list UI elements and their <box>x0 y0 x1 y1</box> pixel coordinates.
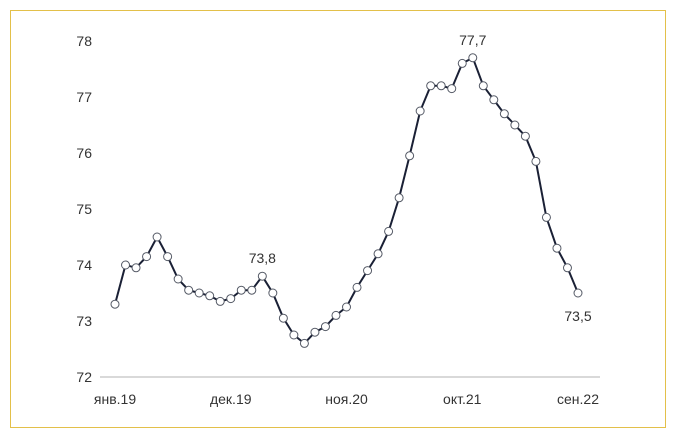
data-point <box>489 95 499 105</box>
data-point <box>331 310 341 320</box>
data-point <box>562 263 572 273</box>
data-point <box>299 338 309 348</box>
data-point <box>405 151 415 161</box>
data-label: 77,7 <box>459 32 486 48</box>
data-point <box>205 291 215 301</box>
data-point <box>342 302 351 312</box>
series-line <box>114 56 579 345</box>
data-point <box>247 285 257 295</box>
x-tick-label: ноя.20 <box>325 391 368 407</box>
data-point <box>531 156 541 166</box>
y-tick-label: 74 <box>76 257 92 273</box>
x-axis-ticks: янв.19 дек.19 ноя.20 окт.21 сен.22 <box>94 391 599 407</box>
x-tick-label: сен.22 <box>557 391 599 407</box>
x-tick-label: дек.19 <box>210 391 252 407</box>
data-point <box>320 322 330 332</box>
data-point <box>173 274 183 284</box>
data-point <box>426 81 436 91</box>
data-point <box>121 260 131 270</box>
chart-frame <box>10 10 666 428</box>
data-point <box>226 294 236 304</box>
data-point <box>499 109 509 119</box>
data-point <box>573 288 583 298</box>
data-labels: 73,8 77,7 73,5 <box>249 32 592 324</box>
data-point <box>152 232 162 242</box>
y-tick-label: 76 <box>76 145 92 161</box>
data-point <box>236 285 246 295</box>
y-tick-label: 75 <box>76 201 92 217</box>
data-point <box>310 327 320 337</box>
data-point <box>215 296 225 306</box>
data-point <box>384 226 394 236</box>
data-point <box>142 252 152 262</box>
y-tick-label: 73 <box>76 313 92 329</box>
data-point <box>415 106 425 116</box>
data-point <box>436 81 446 91</box>
data-point <box>520 131 530 141</box>
data-point <box>478 81 488 91</box>
data-point <box>289 330 299 340</box>
y-axis-ticks: 72 73 74 75 76 77 78 <box>76 33 92 385</box>
y-tick-label: 78 <box>76 33 92 49</box>
data-point <box>110 299 120 309</box>
data-point <box>278 313 288 323</box>
data-point <box>552 243 562 253</box>
data-point <box>194 288 204 298</box>
data-point <box>541 212 551 222</box>
data-point <box>373 249 383 259</box>
data-label: 73,8 <box>249 250 276 266</box>
data-point <box>257 271 267 281</box>
data-point <box>468 53 478 63</box>
x-tick-label: окт.21 <box>443 391 482 407</box>
data-point <box>268 288 278 298</box>
data-point <box>510 120 520 130</box>
data-point <box>131 263 141 273</box>
data-point <box>447 84 457 94</box>
y-tick-label: 72 <box>76 369 92 385</box>
data-point <box>363 266 373 276</box>
y-tick-label: 77 <box>76 89 92 105</box>
data-label: 73,5 <box>564 308 591 324</box>
data-point <box>163 252 173 262</box>
data-point <box>352 282 362 292</box>
data-points <box>110 53 583 348</box>
x-tick-label: янв.19 <box>94 391 136 407</box>
data-point <box>457 58 467 68</box>
data-point <box>394 193 404 203</box>
data-point <box>184 285 194 295</box>
